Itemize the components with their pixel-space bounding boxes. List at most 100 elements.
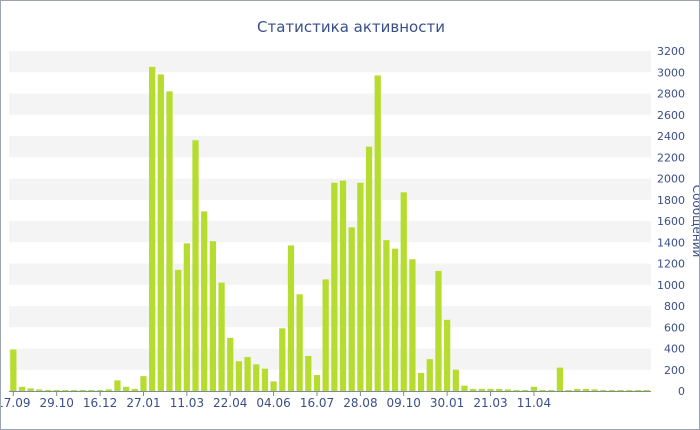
y-tick-label: 0 [678,385,685,398]
bar [227,337,234,392]
bar [374,75,381,391]
y-tick-label: 1800 [657,194,685,207]
bar [18,386,26,391]
x-tick-label: 22.04 [213,396,247,410]
x-tick-label: 28.08 [343,396,377,410]
y-tick-label: 2800 [657,88,685,101]
bar [131,388,138,392]
x-tick-label: 11.04 [517,396,551,410]
bar [96,389,104,391]
y-axis-ticks: 0 200 400 600 800 1000 1200 1400 1600 1800 2000 220… [657,45,685,398]
bar [279,328,286,391]
bar [253,364,260,391]
y-tick-label: 2000 [657,173,685,186]
y-tick-label: 2200 [657,151,685,164]
bar [400,192,407,391]
bar [539,389,546,391]
bar [582,388,590,392]
x-tick-label: 21.03 [473,396,507,410]
bar [183,243,190,391]
grid-band [9,306,651,328]
bar [331,182,338,391]
x-tick-label: 30.01 [430,396,464,410]
bar [192,140,199,391]
y-tick-label: 600 [664,321,685,334]
bar [470,388,477,392]
bar [435,270,442,391]
x-tick-label: 16.07 [300,396,334,410]
bar [201,211,208,391]
bar [70,389,78,391]
bar [105,389,112,391]
bar [270,381,277,391]
bar [123,386,130,391]
bar [487,388,494,392]
bar [522,389,529,391]
bar [261,368,269,391]
bar [357,182,364,391]
grid-band [9,93,651,115]
x-tick-label: 16.12 [83,396,117,410]
bar [36,389,43,391]
bar [62,389,69,391]
bar [53,389,60,391]
y-axis-label: Сообщений [690,185,699,258]
bar [287,245,295,391]
bar [513,389,520,391]
y-tick-label: 800 [664,300,685,313]
bar [600,389,607,391]
x-tick-label: 11.03 [170,396,204,410]
bar [209,241,217,391]
x-tick-label: 27.01 [126,396,160,410]
bar [391,248,399,392]
grid-band [9,263,651,285]
grid-band [9,221,651,243]
bar [79,389,86,391]
bar [166,91,173,392]
grid-band [9,178,651,200]
grid-band [9,51,651,73]
bar [88,389,95,391]
x-tick-label: 09.10 [387,396,421,410]
bar [461,385,468,391]
bar [643,389,650,391]
bar [591,389,598,391]
grid-band [9,136,651,158]
y-tick-label: 200 [664,364,685,377]
grid-bands [9,51,651,370]
bar [452,369,459,391]
bar [175,269,182,392]
y-tick-label: 2400 [657,130,685,143]
bar [478,388,485,392]
y-tick-label: 1200 [657,258,685,271]
x-tick-label: 29.10 [40,396,74,410]
bar [10,349,17,391]
bar [365,146,373,392]
bar [149,66,156,391]
y-tick-label: 3200 [657,45,685,58]
y-tick-label: 1400 [657,236,685,249]
bar [504,389,511,391]
bar [27,388,34,391]
bar [44,389,52,391]
bar [574,388,581,392]
bar [348,227,355,392]
bar [339,180,347,392]
bar [218,282,225,392]
bar [556,367,564,392]
bar [444,319,451,391]
x-tick-label: 04.06 [256,396,290,410]
grid-band [9,348,651,370]
bar [305,355,312,391]
bar [322,279,329,391]
x-axis-ticks: 17.09 29.10 16.12 27.01 11.03 22.04 04.06 16.07… [1,391,551,410]
bar [617,389,624,391]
bar [114,380,121,392]
bar [383,240,390,392]
bar [496,388,503,392]
bar [313,375,321,391]
bar [244,357,251,391]
y-tick-label: 1600 [657,215,685,228]
